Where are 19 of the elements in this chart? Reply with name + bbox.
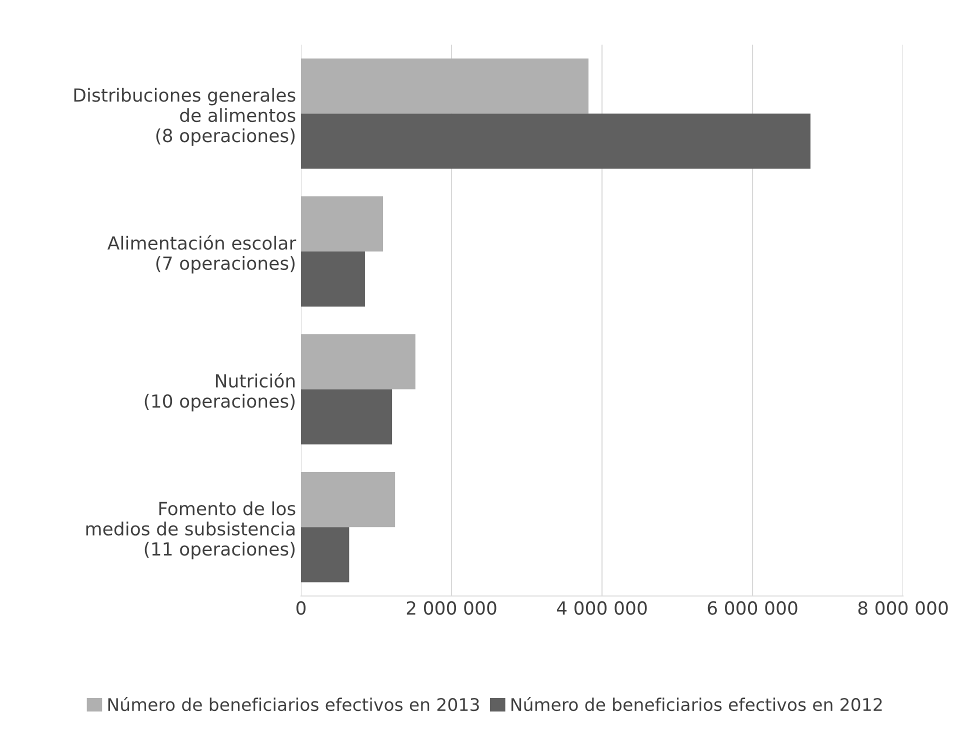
y-tick-label: Alimentación escolar (7 operaciones) — [107, 235, 296, 274]
legend-label: Número de beneficiarios efectivos en 2013 — [108, 696, 479, 712]
x-tick-label: 8 000 000 — [858, 601, 948, 615]
legend-label: Número de beneficiarios efectivos en 2012 — [512, 696, 882, 712]
bar — [301, 389, 392, 444]
x-tick-label: 6 000 000 — [708, 601, 798, 615]
bar — [301, 527, 350, 582]
x-tick-label: 2 000 000 — [406, 601, 496, 615]
bar — [301, 58, 588, 114]
bar — [301, 472, 396, 528]
y-tick-label: Distribuciones generales de alimentos (8 operaciones) — [74, 88, 296, 146]
bar — [301, 196, 384, 252]
bar — [301, 251, 365, 307]
bar — [301, 114, 810, 169]
y-tick-label: Nutrición (10 operaciones) — [144, 372, 295, 412]
bar — [301, 334, 416, 390]
x-tick-label: 4 000 000 — [556, 601, 647, 615]
x-tick-label: 0 — [296, 601, 306, 615]
y-tick-label: Fomento de los medios de subsistencia (11 operaciones) — [86, 501, 296, 560]
